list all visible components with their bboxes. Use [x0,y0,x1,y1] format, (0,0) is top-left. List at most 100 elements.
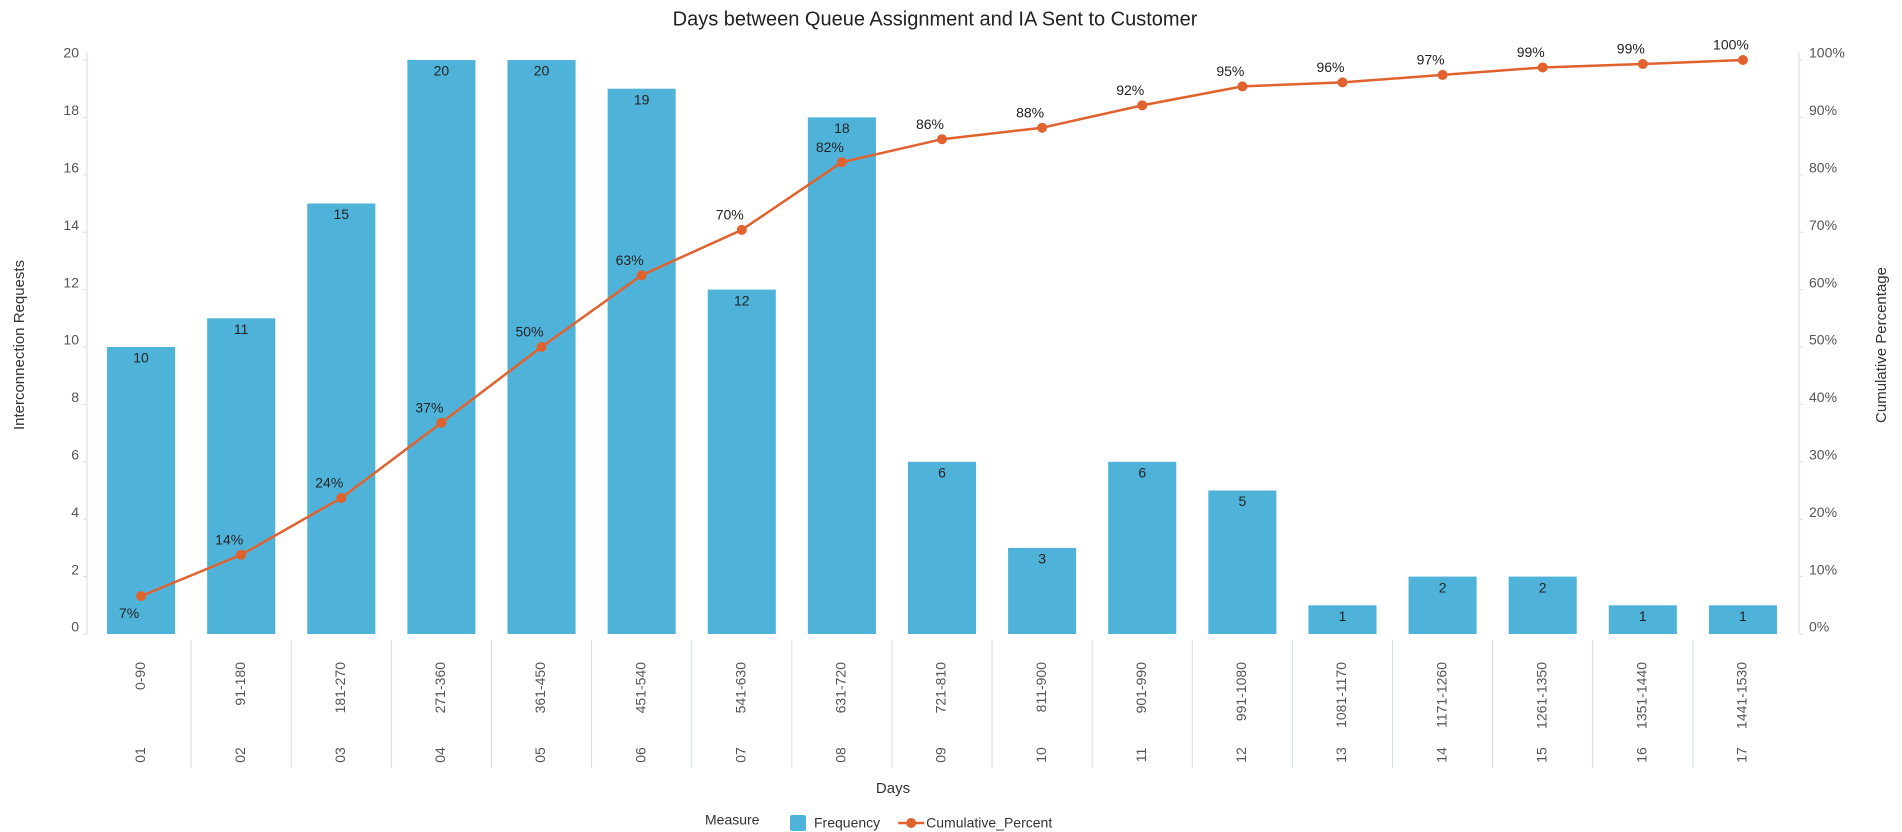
point-label: 99% [1517,44,1545,60]
point-label: 82% [816,139,844,155]
point-label: 7% [119,605,139,621]
x-tick-label: 631-720 [833,662,849,714]
x-group-label: 10 [1033,747,1049,763]
x-group-label: 08 [833,747,849,763]
x-group-label: 16 [1634,747,1650,763]
line-point [836,157,847,168]
bar-label: 20 [534,63,550,79]
bar-label: 1 [1639,608,1647,624]
x-group-label: 14 [1433,747,1449,763]
y2-tick-label: 70% [1809,217,1837,233]
x-tick-label: 1441-1530 [1734,662,1750,729]
y-tick-label: 10 [63,332,79,348]
point-label: 97% [1417,52,1445,68]
x-axis-title: Days [876,780,910,797]
y2-tick-label: 20% [1809,504,1837,520]
y-tick-label: 4 [71,504,79,520]
bar-label: 2 [1439,579,1447,595]
bar-label: 2 [1539,579,1547,595]
y-axis-title: Interconnection Requests [11,260,28,430]
y-tick-label: 18 [63,102,79,118]
y-tick-label: 14 [63,217,79,233]
bar [1108,461,1177,634]
line-point [436,417,447,428]
line-point [536,342,547,352]
x-group-label: 03 [332,747,348,763]
line-point [937,134,947,145]
x-group-label: 07 [732,747,748,763]
x-group-label: 12 [1233,747,1249,763]
x-tick-label: 901-990 [1133,662,1149,714]
x-tick-label: 361-450 [532,662,548,714]
x-tick-label: 991-1080 [1233,662,1249,721]
line-point [136,591,147,602]
point-label: 24% [315,475,343,491]
legend-swatch [906,818,917,828]
x-tick-label: 181-270 [332,662,348,714]
x-group-label: 05 [532,747,548,763]
bar-label: 1 [1339,608,1347,624]
y2-axis-title: Cumulative Percentage [1873,267,1890,423]
line-point [1437,69,1448,80]
x-tick-label: 811-900 [1033,662,1049,713]
bar-label: 11 [234,321,249,337]
line-point [1737,55,1748,65]
legend-label: Frequency [814,815,880,831]
bar [1608,605,1677,634]
point-label: 88% [1016,104,1044,120]
y-tick-label: 0 [71,619,79,635]
bar-label: 6 [938,465,946,481]
x-tick-label: 0-90 [132,662,148,690]
x-tick-label: 1351-1440 [1634,662,1650,729]
x-group-label: 02 [232,747,248,763]
x-tick-label: 271-360 [432,662,448,714]
legend-title: Measure [705,812,760,828]
chart-title: Days between Queue Assignment and IA Sen… [673,8,1198,30]
bar [1708,605,1777,634]
y2-tick-label: 100% [1809,45,1845,61]
x-tick-label: 721-810 [933,662,949,714]
x-group-label: 17 [1734,747,1750,763]
line-point [1537,62,1548,73]
bar-label: 6 [1138,465,1146,481]
bar [407,60,476,634]
bar-label: 1 [1739,608,1747,624]
bar [1408,576,1477,634]
bar-label: 20 [434,63,450,79]
point-label: 14% [215,531,243,547]
y-tick-label: 6 [71,447,79,463]
x-group-label: 15 [1533,747,1549,763]
bar [107,347,176,634]
y-tick-label: 8 [71,389,79,405]
bar-label: 18 [834,120,850,136]
bar [807,117,876,634]
point-label: 50% [516,324,544,340]
x-tick-label: 1081-1170 [1333,662,1349,728]
bar-label: 10 [133,350,149,366]
line-point [1037,122,1048,133]
bar [907,461,977,634]
y-tick-label: 2 [71,561,79,577]
x-tick-label: 1171-1260 [1433,662,1449,728]
bar-label: 3 [1038,551,1046,567]
x-group-label: 04 [432,747,448,763]
bar [1308,605,1377,634]
x-group-label: 09 [933,747,949,763]
y2-tick-label: 60% [1809,274,1837,290]
x-tick-label: 451-540 [632,662,648,714]
line-point [1337,77,1348,88]
x-tick-label: 1261-1350 [1533,662,1549,729]
y2-tick-label: 30% [1809,447,1837,463]
x-group-label: 01 [132,747,148,763]
y2-tick-label: 40% [1809,389,1837,405]
y2-tick-label: 50% [1809,332,1837,348]
point-label: 86% [916,116,944,132]
bar [1508,576,1577,634]
x-tick-label: 541-630 [732,662,748,714]
point-label: 95% [1216,63,1244,79]
point-label: 100% [1713,37,1749,53]
bar [1208,490,1277,634]
legend-label: Cumulative_Percent [926,815,1052,831]
x-tick-label: 91-180 [232,662,248,706]
